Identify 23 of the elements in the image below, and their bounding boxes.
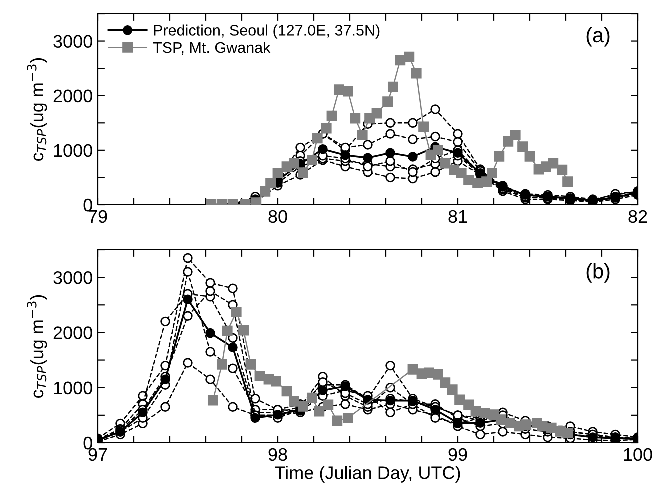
x-tick-label: 100: [624, 448, 652, 462]
x-axis-title: Time (Julian Day, UTC): [275, 466, 460, 483]
x-tick-label: 97: [88, 448, 108, 462]
x-tick-label: 80: [268, 210, 288, 224]
y-tick-label: 1000: [54, 144, 92, 158]
y-tick-label: 3000: [54, 35, 92, 48]
x-tick-label: 82: [628, 210, 648, 224]
x-tick-label: 99: [448, 448, 468, 462]
y-axis-title: c$_{TSP}$(ug m$^{−3}$): [27, 58, 48, 162]
x-tick-label: 98: [268, 448, 288, 462]
annotation: (a): [586, 27, 610, 47]
legend-label: TSP, Mt. Gwanak: [153, 42, 271, 56]
x-tick-label: 81: [448, 210, 468, 224]
y-tick-label: 3000: [54, 272, 92, 284]
y-tick-label: 0: [84, 198, 92, 212]
legend-label: Prediction, Seoul (127.0E, 37.5N): [154, 24, 380, 39]
y-tick-label: 0: [84, 436, 92, 450]
x-tick-label: 79: [88, 210, 108, 224]
y-axis-title: c$_{TSP}$(ug m$^{−3}$): [27, 295, 48, 398]
y-tick-label: 2000: [54, 90, 92, 103]
y-tick-label: 2000: [54, 326, 92, 340]
annotation: (b): [586, 264, 610, 283]
y-tick-label: 1000: [54, 382, 92, 395]
